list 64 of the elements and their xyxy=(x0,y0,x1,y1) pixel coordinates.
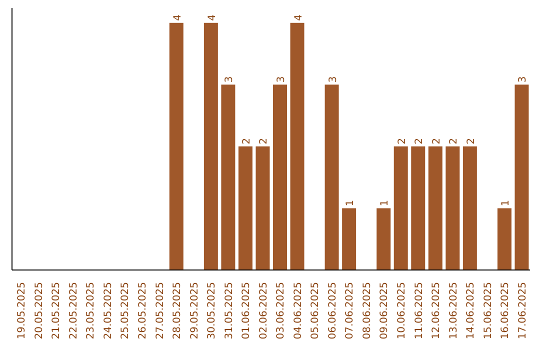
bar xyxy=(446,146,460,270)
bar xyxy=(497,208,512,270)
x-tick-label: 24.05.2025 xyxy=(102,282,114,340)
bar xyxy=(256,146,270,270)
data-label: 3 xyxy=(328,76,339,83)
x-tick-label: 22.05.2025 xyxy=(68,282,80,340)
x-tick-label: 01.06.2025 xyxy=(241,282,252,340)
data-label: 2 xyxy=(448,138,460,144)
x-tick-label: 03.06.2025 xyxy=(276,282,287,340)
x-tick-label: 21.05.2025 xyxy=(51,282,62,340)
x-tick-label: 11.06.2025 xyxy=(414,282,425,340)
x-tick-label: 02.06.2025 xyxy=(258,282,270,340)
data-label: 4 xyxy=(172,14,184,21)
data-label: 2 xyxy=(414,138,426,144)
x-tick-label: 10.06.2025 xyxy=(396,282,408,340)
x-tick-label: 06.06.2025 xyxy=(327,282,338,340)
data-label: 3 xyxy=(224,76,236,83)
bar xyxy=(324,84,339,270)
bar xyxy=(462,146,477,270)
data-label: 2 xyxy=(431,138,442,144)
x-tick-label: 13.06.2025 xyxy=(448,282,460,340)
bar xyxy=(428,146,442,270)
x-tick-label: 29.05.2025 xyxy=(189,282,200,340)
x-tick-label: 31.05.2025 xyxy=(224,282,235,340)
x-tick-label: 08.06.2025 xyxy=(362,282,373,340)
bar xyxy=(290,22,304,270)
data-label: 2 xyxy=(241,138,252,144)
bar xyxy=(342,208,356,270)
bar xyxy=(238,146,252,270)
x-tick-label: 14.06.2025 xyxy=(466,282,477,340)
bar xyxy=(394,146,408,270)
bar xyxy=(169,22,184,270)
x-tick-label: 19.05.2025 xyxy=(16,282,28,340)
bar xyxy=(204,22,218,270)
data-label: 1 xyxy=(380,200,391,206)
x-tick-label: 25.05.2025 xyxy=(120,282,132,340)
data-label: 1 xyxy=(500,200,512,206)
data-label: 2 xyxy=(258,138,270,144)
data-label: 2 xyxy=(466,138,477,144)
data-label: 2 xyxy=(396,138,408,144)
x-tick-label: 12.06.2025 xyxy=(431,282,442,340)
bar xyxy=(411,146,426,270)
data-label: 4 xyxy=(293,14,304,21)
x-tick-label: 09.06.2025 xyxy=(379,282,390,340)
data-label: 3 xyxy=(276,76,287,83)
bar xyxy=(514,84,529,270)
x-tick-label: 28.05.2025 xyxy=(172,282,184,340)
x-tick-label: 27.05.2025 xyxy=(154,282,166,340)
bar xyxy=(221,84,236,270)
data-label: 3 xyxy=(518,76,529,83)
x-tick-label: 05.06.2025 xyxy=(310,282,322,340)
x-tick-label: 16.06.2025 xyxy=(500,282,512,340)
x-tick-label: 15.06.2025 xyxy=(482,282,494,340)
data-label: 1 xyxy=(345,200,356,206)
x-tick-label: 07.06.2025 xyxy=(344,282,356,340)
x-tick-label: 30.05.2025 xyxy=(206,282,218,340)
data-label: 4 xyxy=(206,14,218,21)
x-tick-label: 26.05.2025 xyxy=(138,282,148,340)
bar xyxy=(376,208,391,270)
x-tick-label: 23.05.2025 xyxy=(86,282,97,340)
bar xyxy=(273,84,287,270)
x-tick-label: 04.06.2025 xyxy=(292,282,304,340)
x-tick-label: 20.05.2025 xyxy=(34,282,45,340)
x-tick-label: 17.06.2025 xyxy=(517,282,528,340)
